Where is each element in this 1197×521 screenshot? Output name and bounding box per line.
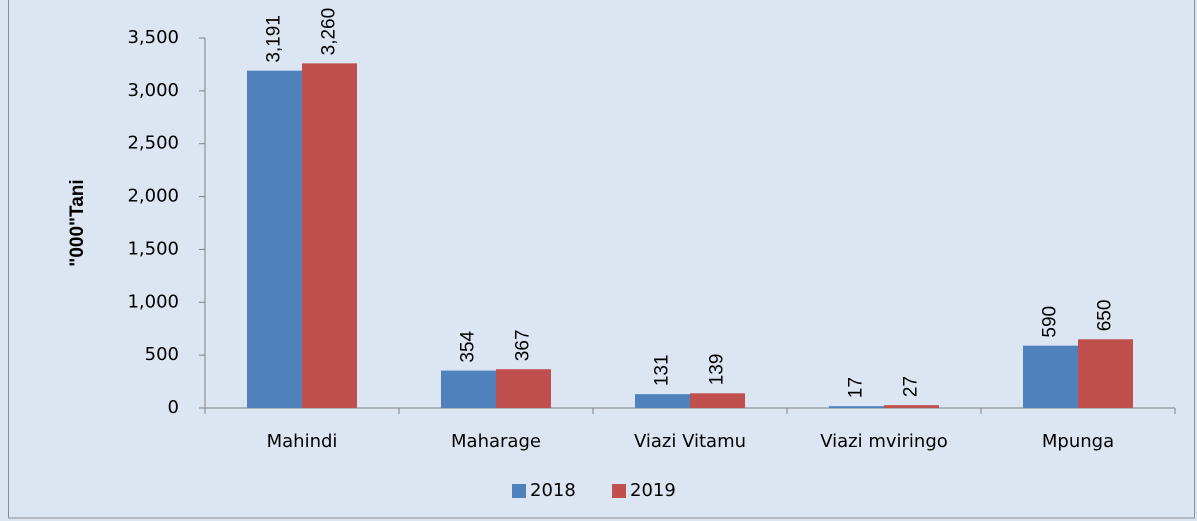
data-label: 3,260 [319, 8, 340, 56]
x-tick-label: Mpunga [1042, 431, 1114, 452]
bar [496, 369, 551, 408]
legend-swatch [512, 484, 526, 498]
data-label: 139 [707, 354, 728, 386]
data-label: 27 [901, 376, 922, 397]
bar [884, 405, 939, 408]
bar [247, 70, 302, 408]
bar [302, 63, 357, 408]
legend-label: 2018 [530, 480, 576, 501]
y-tick-label: 3,500 [127, 27, 179, 48]
data-label: 131 [652, 354, 673, 386]
bar [635, 394, 690, 408]
y-tick-label: 2,000 [127, 186, 179, 207]
data-label: 367 [513, 329, 534, 361]
bar [829, 406, 884, 408]
x-tick-label: Viazi mviringo [820, 431, 948, 452]
data-label: 17 [846, 377, 867, 398]
y-tick-label: 3,000 [127, 80, 179, 101]
data-label: 3,191 [264, 15, 285, 63]
data-label: 650 [1095, 300, 1116, 332]
bar [690, 393, 745, 408]
x-tick-label: Maharage [451, 431, 541, 452]
y-tick-label: 1,500 [127, 238, 179, 259]
data-label: 590 [1040, 306, 1061, 338]
bar [1078, 339, 1133, 408]
legend-swatch [612, 484, 626, 498]
y-tick-label: 0 [168, 397, 179, 418]
data-label: 354 [458, 330, 479, 362]
x-tick-label: Mahindi [267, 431, 338, 452]
legend-label: 2019 [630, 480, 676, 501]
y-tick-label: 2,500 [127, 133, 179, 154]
y-axis-label: "000"Tani [67, 179, 88, 266]
bar [441, 370, 496, 408]
y-tick-label: 1,000 [127, 291, 179, 312]
x-tick-label: Viazi Vitamu [634, 431, 746, 452]
y-tick-label: 500 [145, 344, 179, 365]
chart-border [8, 0, 1195, 519]
bar [1023, 345, 1078, 408]
